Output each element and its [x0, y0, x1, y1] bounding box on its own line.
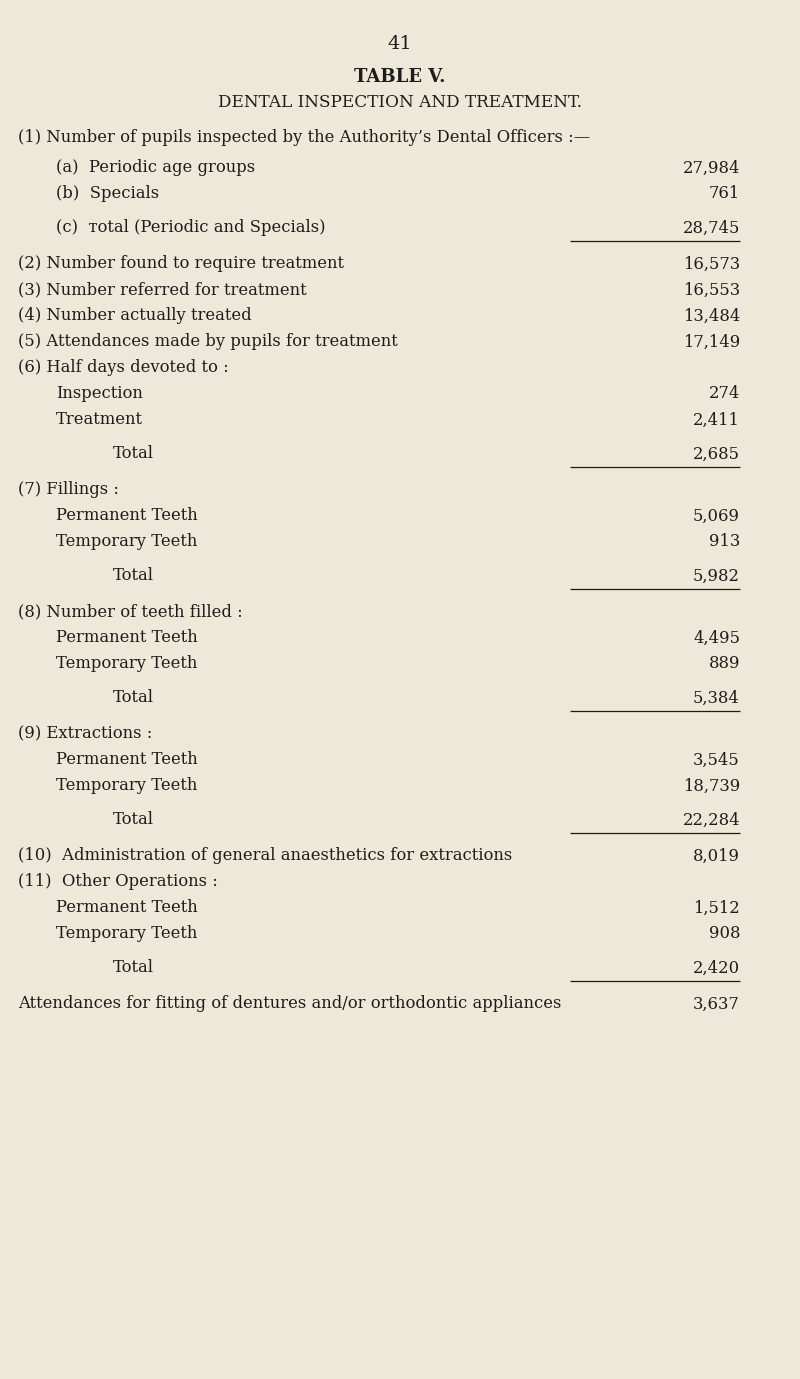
Text: 889: 889	[709, 655, 740, 673]
Text: 913: 913	[709, 534, 740, 550]
Text: (7) Fillings :: (7) Fillings :	[18, 481, 119, 498]
Text: 17,149: 17,149	[682, 334, 740, 350]
Text: 5,982: 5,982	[693, 568, 740, 585]
Text: Attendances for fitting of dentures and/or orthodontic appliances: Attendances for fitting of dentures and/…	[18, 996, 562, 1012]
Text: (8) Number of teeth filled :: (8) Number of teeth filled :	[18, 604, 242, 621]
Text: (2) Number found to require treatment: (2) Number found to require treatment	[18, 255, 344, 273]
Text: Total: Total	[113, 690, 154, 706]
Text: 1,512: 1,512	[694, 899, 740, 917]
Text: 18,739: 18,739	[682, 778, 740, 794]
Text: (3) Number referred for treatment: (3) Number referred for treatment	[18, 281, 306, 298]
Text: 5,384: 5,384	[693, 690, 740, 706]
Text: Temporary Teeth: Temporary Teeth	[56, 925, 198, 942]
Text: (1) Number of pupils inspected by the Authority’s Dental Officers :—: (1) Number of pupils inspected by the Au…	[18, 130, 590, 146]
Text: Temporary Teeth: Temporary Teeth	[56, 778, 198, 794]
Text: Total: Total	[113, 568, 154, 585]
Text: Total: Total	[113, 960, 154, 976]
Text: 4,495: 4,495	[693, 629, 740, 647]
Text: 13,484: 13,484	[682, 308, 740, 324]
Text: 16,573: 16,573	[683, 255, 740, 273]
Text: Temporary Teeth: Temporary Teeth	[56, 655, 198, 673]
Text: Total: Total	[113, 811, 154, 829]
Text: 5,069: 5,069	[693, 507, 740, 524]
Text: 27,984: 27,984	[682, 160, 740, 177]
Text: TABLE V.: TABLE V.	[354, 68, 446, 85]
Text: Permanent Teeth: Permanent Teeth	[56, 899, 198, 917]
Text: (10)  Administration of general anaesthetics for extractions: (10) Administration of general anaesthet…	[18, 848, 512, 865]
Text: 761: 761	[709, 186, 740, 203]
Text: Permanent Teeth: Permanent Teeth	[56, 629, 198, 647]
Text: (c)  тotal (Periodic and Specials): (c) тotal (Periodic and Specials)	[56, 219, 326, 237]
Text: 16,553: 16,553	[683, 281, 740, 298]
Text: (6) Half days devoted to :: (6) Half days devoted to :	[18, 360, 229, 376]
Text: (a)  Periodic age groups: (a) Periodic age groups	[56, 160, 255, 177]
Text: 8,019: 8,019	[693, 848, 740, 865]
Text: 274: 274	[709, 386, 740, 403]
Text: 908: 908	[709, 925, 740, 942]
Text: Permanent Teeth: Permanent Teeth	[56, 507, 198, 524]
Text: (9) Extractions :: (9) Extractions :	[18, 725, 152, 742]
Text: (b)  Specials: (b) Specials	[56, 186, 159, 203]
Text: (5) Attendances made by pupils for treatment: (5) Attendances made by pupils for treat…	[18, 334, 398, 350]
Text: (4) Number actually treated: (4) Number actually treated	[18, 308, 252, 324]
Text: 22,284: 22,284	[682, 811, 740, 829]
Text: Permanent Teeth: Permanent Teeth	[56, 752, 198, 768]
Text: DENTAL INSPECTION AND TREATMENT.: DENTAL INSPECTION AND TREATMENT.	[218, 94, 582, 110]
Text: Total: Total	[113, 445, 154, 462]
Text: 3,637: 3,637	[694, 996, 740, 1012]
Text: Treatment: Treatment	[56, 411, 143, 429]
Text: 28,745: 28,745	[682, 219, 740, 237]
Text: 2,420: 2,420	[693, 960, 740, 976]
Text: Temporary Teeth: Temporary Teeth	[56, 534, 198, 550]
Text: 2,685: 2,685	[693, 445, 740, 462]
Text: 41: 41	[388, 34, 412, 52]
Text: (11)  Other Operations :: (11) Other Operations :	[18, 873, 218, 891]
Text: Inspection: Inspection	[56, 386, 143, 403]
Text: 2,411: 2,411	[693, 411, 740, 429]
Text: 3,545: 3,545	[694, 752, 740, 768]
